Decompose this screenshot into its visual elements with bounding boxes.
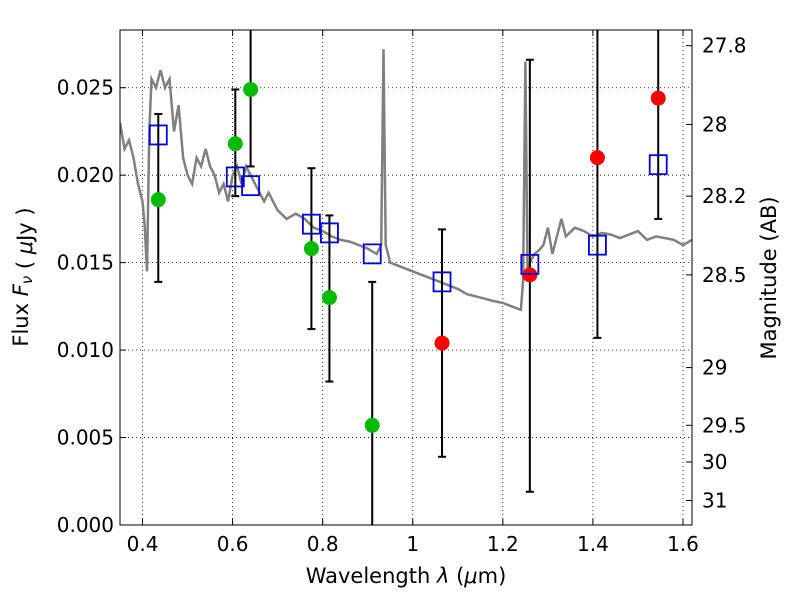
red-data-point <box>434 335 450 351</box>
red-data-point <box>650 90 666 106</box>
x-tick-label: 0.4 <box>127 532 159 556</box>
x-tick-label: 1.6 <box>667 532 699 556</box>
green-data-point <box>364 417 380 433</box>
red-data-point <box>589 150 605 166</box>
model-square-point <box>648 154 668 176</box>
y-tick-label: 0.010 <box>57 338 114 362</box>
y2-tick-label: 28.2 <box>702 184 747 208</box>
y-tick-label: 0.020 <box>57 163 114 187</box>
x-tick-label: 0.8 <box>307 532 339 556</box>
x-tick-label: 0.6 <box>217 532 249 556</box>
y2-tick-label: 27.8 <box>702 34 747 58</box>
model-square-point <box>241 175 261 197</box>
y-tick-label: 0.015 <box>57 251 114 275</box>
markers-layer <box>148 81 668 433</box>
plot-area <box>120 30 692 525</box>
x-tick-label: 1 <box>406 532 419 556</box>
green-data-point <box>227 136 243 152</box>
y-tick-label: 0.005 <box>57 426 114 450</box>
ticks-layer: 0.4 0.6 0.8 1 1.2 1.4 1.6 0.000 0.005 0.010 0.015 0… <box>57 30 747 556</box>
x-tick-label: 1.4 <box>577 532 609 556</box>
model-spectrum-line <box>120 49 692 312</box>
x-tick-label: 1.2 <box>487 532 519 556</box>
y2-tick-label: 29 <box>702 356 727 380</box>
green-data-point <box>321 290 337 306</box>
y2-tick-label: 30 <box>702 450 727 474</box>
x-axis-label: Wavelength λ (μm) <box>306 564 507 588</box>
model-square-point <box>148 124 168 146</box>
model-square-point <box>432 271 452 293</box>
red-data-point <box>522 267 538 283</box>
y2-tick-label: 31 <box>702 489 727 513</box>
y2-tick-label: 28.5 <box>702 263 747 287</box>
green-data-point <box>150 192 166 208</box>
model-square-point <box>320 222 339 244</box>
y2-tick-label: 29.5 <box>702 413 747 437</box>
model-square-point <box>520 253 540 275</box>
y2-tick-label: 28 <box>702 112 727 136</box>
green-data-point <box>243 81 259 97</box>
model-square-point <box>302 213 321 235</box>
y-tick-label: 0.025 <box>57 76 114 100</box>
spectrum-layer <box>120 49 692 312</box>
model-square-point <box>588 234 607 256</box>
plot-frame <box>119 29 693 526</box>
y-tick-label: 0.000 <box>57 513 114 537</box>
y-axis-label: Flux Fν ( μJy ) <box>9 207 37 346</box>
model-square-point <box>362 243 382 265</box>
y2-axis-label: Magnitude (AB) <box>757 196 781 359</box>
green-data-point <box>303 241 319 257</box>
